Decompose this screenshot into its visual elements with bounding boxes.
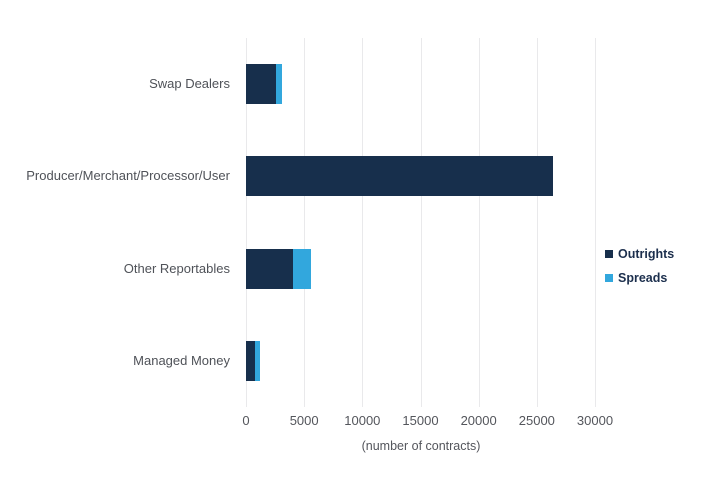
bar-segment-spreads — [255, 340, 260, 381]
bar-segment-outrights — [246, 340, 256, 381]
spreads-swatch-icon — [605, 274, 613, 282]
legend-item-spreads: Spreads — [605, 271, 674, 285]
x-tick-label: 5000 — [289, 413, 319, 428]
x-tick-label: 0 — [242, 413, 250, 428]
bar-segment-spreads — [292, 248, 312, 289]
category-label: Producer/Merchant/Processor/User — [26, 168, 230, 184]
category-label: Managed Money — [133, 352, 230, 368]
category-label: Swap Dealers — [149, 76, 230, 92]
gridline — [420, 38, 422, 407]
bar-segment-outrights — [246, 248, 293, 289]
gridline — [478, 38, 480, 407]
bar-row — [246, 156, 554, 197]
legend-item-outrights: Outrights — [605, 247, 674, 261]
category-label: Other Reportables — [123, 260, 230, 276]
bar-row — [246, 340, 260, 381]
bar-row — [246, 64, 283, 105]
bar-row — [246, 248, 312, 289]
plot-area — [246, 38, 596, 407]
x-tick-label: 15000 — [402, 413, 439, 428]
gridline — [246, 38, 247, 407]
bar-segment-outrights — [246, 156, 554, 197]
outrights-swatch-icon — [605, 250, 613, 258]
x-tick-label: 30000 — [576, 413, 614, 428]
bar-segment-spreads — [276, 64, 283, 105]
legend-label-outrights: Outrights — [618, 247, 675, 261]
legend-label-spreads: Spreads — [618, 271, 668, 285]
legend: Outrights Spreads — [605, 247, 674, 295]
gridline — [304, 38, 306, 407]
x-tick-label: 20000 — [460, 413, 497, 428]
gridline — [536, 38, 538, 407]
x-tick-label: 10000 — [344, 413, 381, 428]
bar-segment-outrights — [246, 64, 277, 105]
x-axis-title: (number of contracts) — [361, 439, 481, 453]
gridline — [595, 38, 596, 407]
x-tick-label: 25000 — [518, 413, 555, 428]
gridline — [362, 38, 364, 407]
